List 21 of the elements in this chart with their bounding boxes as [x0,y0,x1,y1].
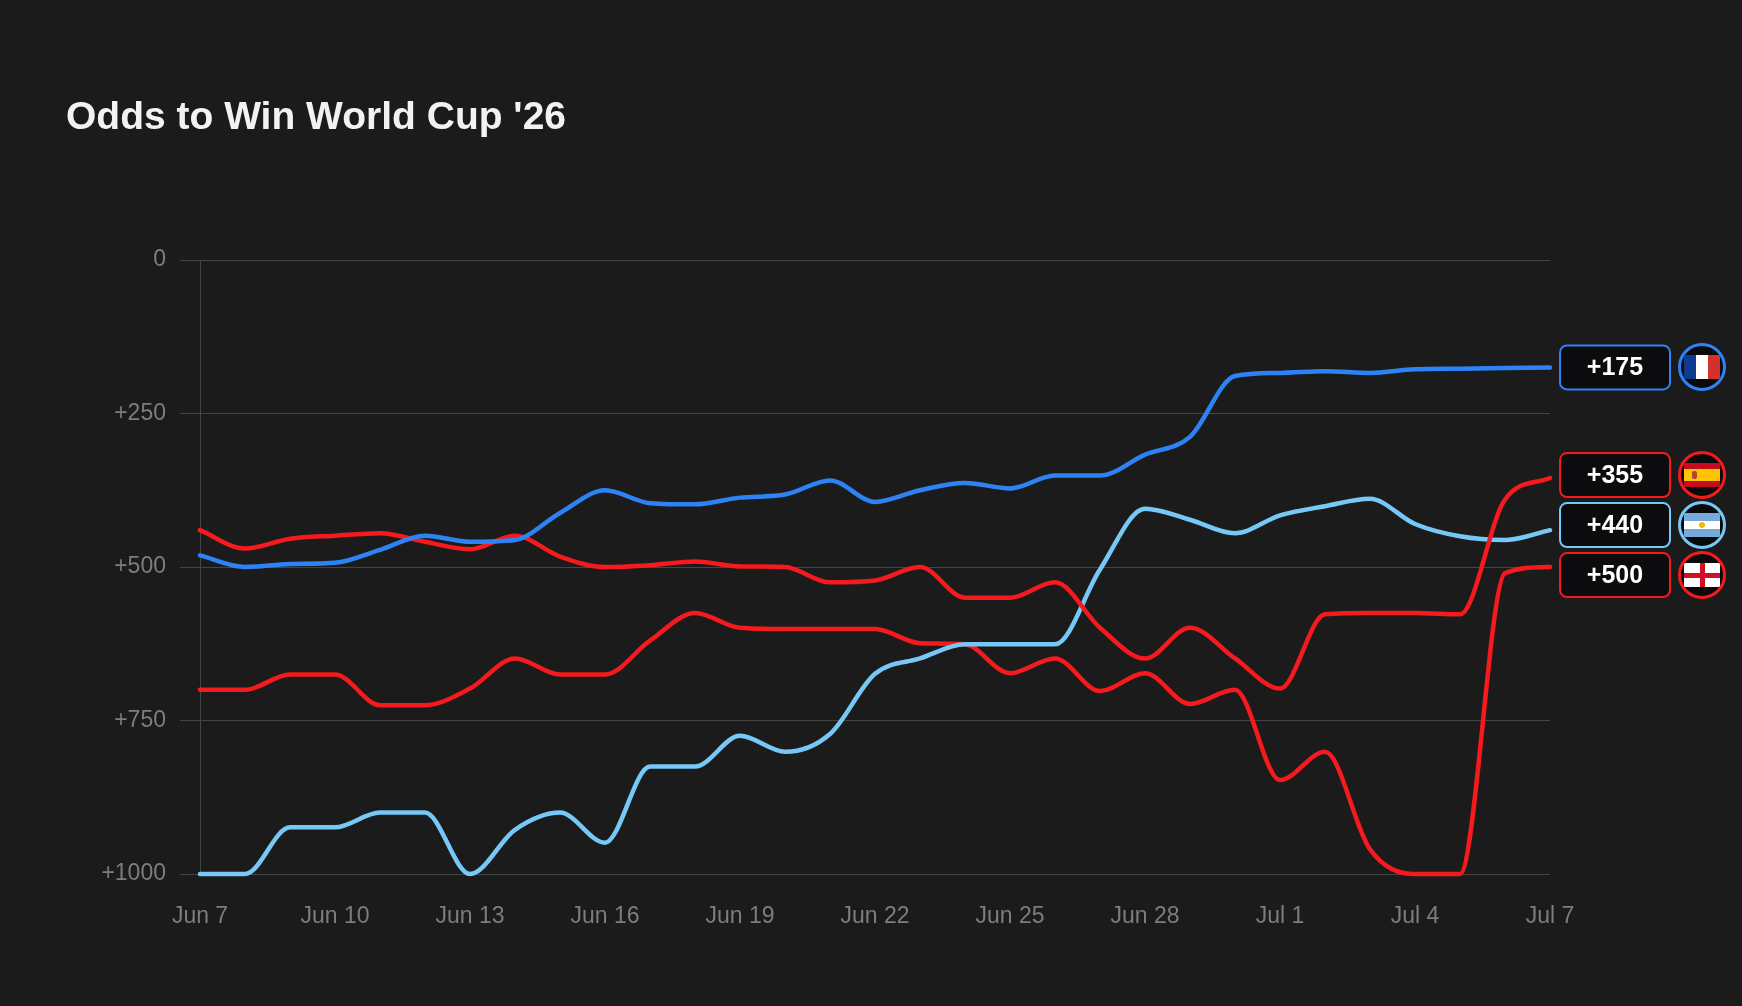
y-tick-label: +250 [114,398,166,425]
data-label: +500 [1586,559,1644,588]
x-tick-label: Jun 10 [300,902,370,929]
y-tick-label: +500 [114,552,166,579]
data-label: +355 [1586,459,1644,488]
data-label: +175 [1586,352,1644,381]
y-tick-label: 0 [153,245,166,272]
x-tick-label: Jun 22 [840,902,910,929]
x-tick-label: Jun 16 [570,902,640,929]
x-tick-label: Jul 1 [1255,902,1305,929]
x-tick-label: Jul 4 [1390,902,1440,929]
x-tick-label: Jul 7 [1525,902,1575,929]
x-tick-label: Jun 28 [1110,902,1180,929]
x-tick-label: Jun 13 [435,902,505,929]
data-label: +440 [1586,509,1644,538]
y-tick-label: +750 [114,705,166,732]
y-tick-label: +1000 [101,859,166,886]
x-tick-label: Jun 25 [975,902,1045,929]
x-tick-label: Jun 19 [705,902,775,929]
x-tick-label: Jun 7 [171,902,229,929]
chart-title: Odds to Win World Cup '26 [66,93,567,139]
